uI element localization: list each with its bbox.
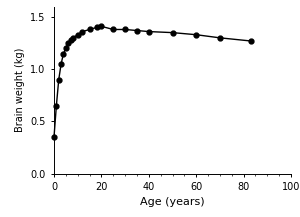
Y-axis label: Brain weight (kg): Brain weight (kg) — [15, 48, 25, 132]
X-axis label: Age (years): Age (years) — [140, 197, 205, 207]
